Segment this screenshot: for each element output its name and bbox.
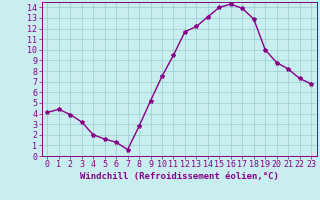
X-axis label: Windchill (Refroidissement éolien,°C): Windchill (Refroidissement éolien,°C) (80, 172, 279, 181)
